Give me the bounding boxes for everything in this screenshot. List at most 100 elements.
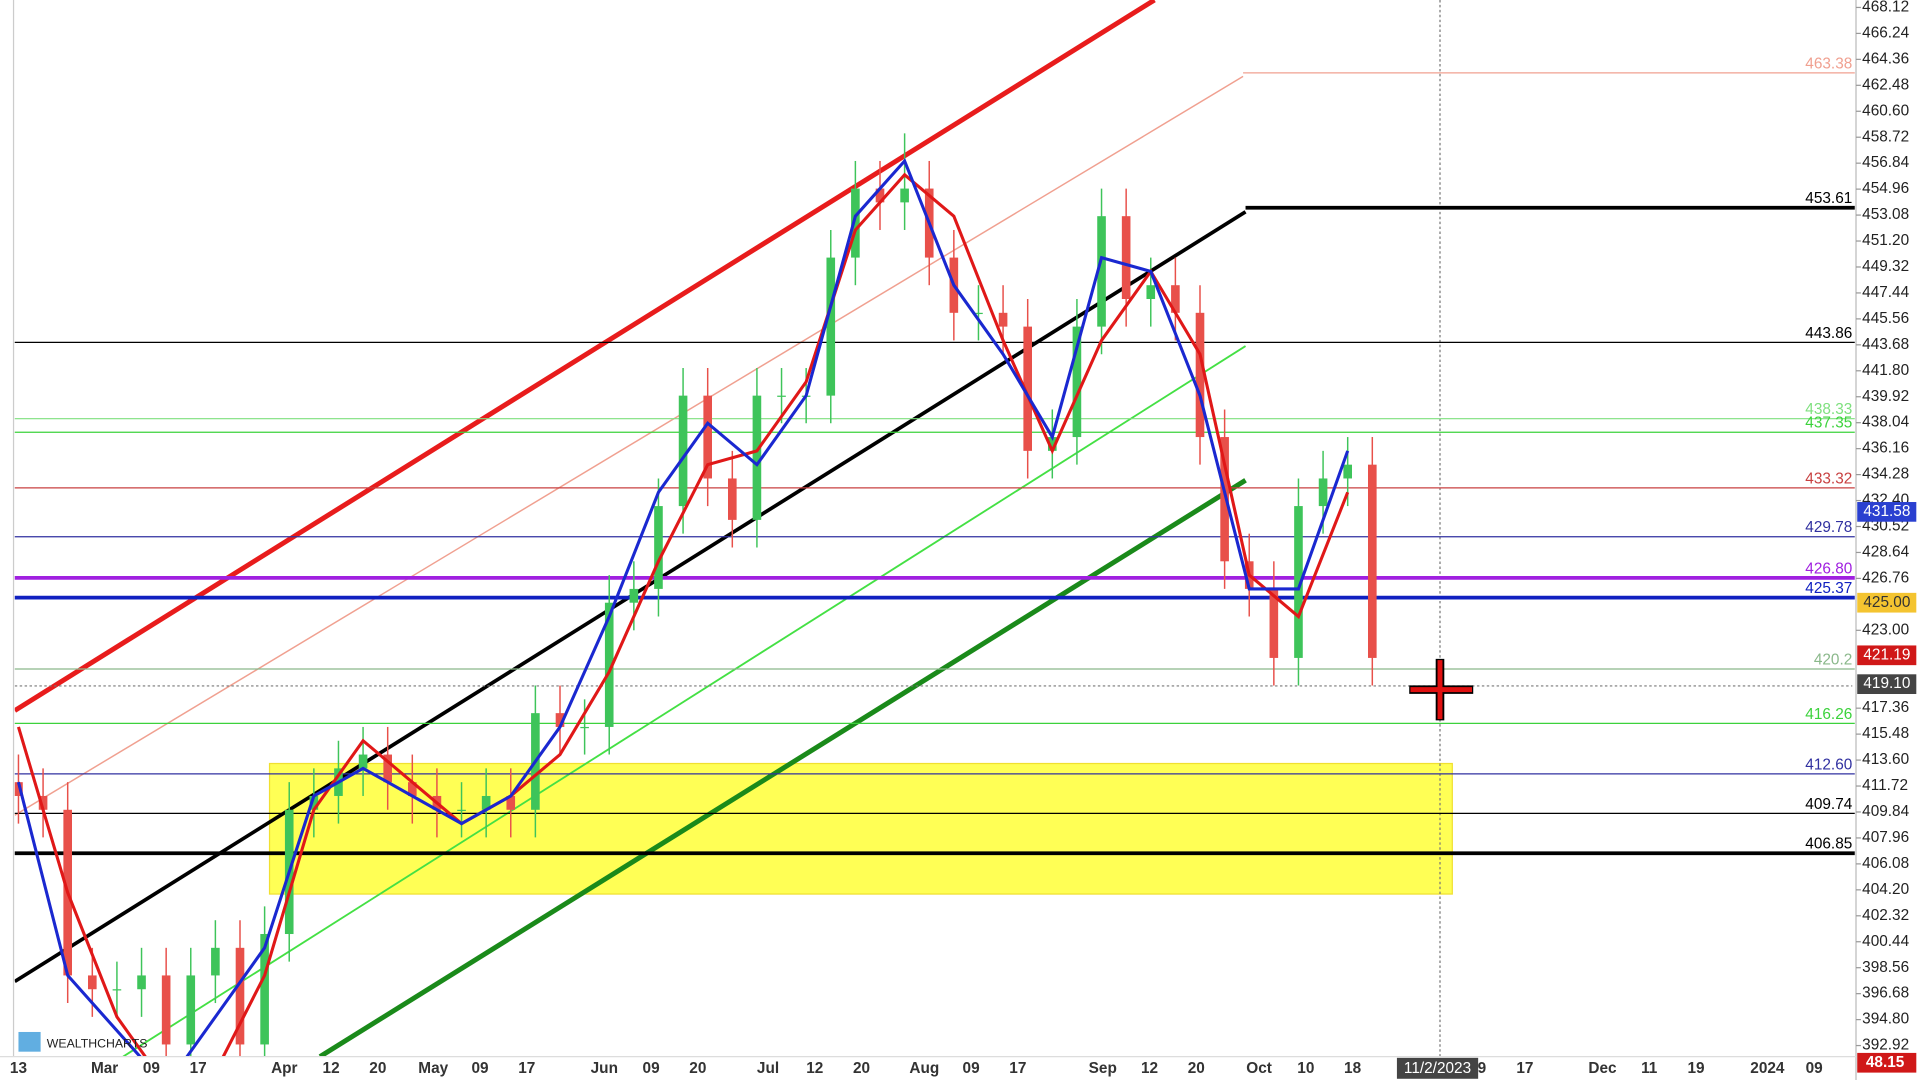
y-tick-label: 447.44 [1862, 284, 1909, 301]
trendline [122, 345, 1247, 1057]
y-tick-label: 458.72 [1862, 128, 1909, 145]
y-tick-label: 466.24 [1862, 24, 1909, 41]
level-label: 425.37 [1805, 580, 1852, 597]
y-tick-label: 443.68 [1862, 336, 1909, 353]
x-tick-label: Sep [1089, 1060, 1117, 1077]
level-label: 433.32 [1805, 470, 1852, 487]
candle-body [1048, 437, 1057, 451]
candle-body [654, 506, 663, 589]
candle-body [629, 588, 639, 603]
level-label: 416.26 [1805, 706, 1852, 723]
y-tick-label: 406.08 [1862, 855, 1909, 872]
x-tick-label: 09 [1806, 1060, 1823, 1077]
x-tick-label: 09 [143, 1060, 160, 1077]
x-tick-label: 18 [1344, 1060, 1362, 1077]
y-tick-label: 404.20 [1862, 881, 1909, 898]
y-tick-label: 430.52 [1862, 518, 1909, 535]
x-tick-label: 10 [1297, 1060, 1314, 1077]
candle-body [1269, 588, 1279, 658]
x-tick-label: 2024 [1750, 1060, 1785, 1077]
x-tick-label: Jul [757, 1060, 779, 1077]
level-label: 463.38 [1805, 55, 1852, 72]
level-label: 406.85 [1805, 836, 1852, 853]
price-badge-label: 425.00 [1863, 594, 1910, 611]
x-tick-label: Oct [1246, 1060, 1272, 1077]
candle-body [1343, 464, 1352, 479]
candle-body [900, 188, 909, 203]
level-label: 429.78 [1805, 519, 1852, 536]
candle-body [875, 188, 885, 203]
candle-body [161, 975, 171, 1045]
candle-body [1121, 216, 1131, 300]
candle-body [826, 257, 836, 396]
level-label: 438.33 [1805, 401, 1852, 418]
trendline [14, 75, 1244, 816]
candle-body [211, 947, 220, 976]
x-tick-label: Mar [91, 1060, 118, 1077]
x-tick-label: 20 [853, 1060, 870, 1077]
y-tick-label: 398.56 [1862, 959, 1909, 976]
crosshair-label: 11/2/2023 [1404, 1060, 1471, 1077]
price-badge-label: 421.19 [1863, 646, 1910, 663]
candle-body [1220, 437, 1229, 562]
candle-body [703, 395, 712, 479]
y-tick-label: 460.60 [1862, 102, 1909, 119]
y-tick-label: 392.92 [1862, 1037, 1909, 1054]
level-label: 437.35 [1805, 415, 1852, 432]
x-tick-label: 09 [643, 1060, 660, 1077]
watermark: WEALTHCHARTS [47, 1037, 148, 1051]
y-tick-label: 411.72 [1862, 777, 1908, 794]
candle-body [408, 782, 417, 796]
y-tick-label: 438.04 [1862, 414, 1909, 431]
y-tick-label: 423.00 [1862, 621, 1909, 638]
x-tick-label: 09 [963, 1060, 980, 1077]
moving-average [16, 172, 1350, 1057]
level-label: 426.80 [1805, 560, 1852, 577]
candle-body [88, 975, 97, 990]
y-tick-label: 413.60 [1862, 751, 1909, 768]
candle-body [1097, 216, 1106, 327]
y-tick-label: 396.68 [1862, 985, 1909, 1002]
candle-body [1195, 312, 1205, 438]
y-tick-label: 415.48 [1862, 725, 1909, 742]
volume-badge-label: 48.15 [1866, 1054, 1905, 1071]
x-tick-label: 19 [1687, 1060, 1704, 1077]
y-tick-label: 464.36 [1862, 50, 1909, 67]
series [14, 133, 1377, 1057]
x-tick-label: Jun [591, 1060, 618, 1077]
candle-body [186, 975, 196, 1045]
x-tick-label: Apr [271, 1060, 297, 1077]
candle-body [580, 726, 589, 729]
candle-body [604, 602, 614, 727]
moving-average [16, 158, 1350, 1057]
candle-body [506, 795, 516, 810]
channel-top [14, 0, 1156, 713]
y-tick-label: 426.76 [1862, 569, 1909, 586]
y-tick-label: 454.96 [1862, 180, 1909, 197]
candle-body [851, 188, 860, 258]
y-tick-label: 445.56 [1862, 310, 1909, 327]
x-tick-label: Aug [909, 1060, 939, 1077]
cursor [1409, 658, 1474, 721]
candle-body [555, 713, 565, 727]
candle-body [752, 395, 762, 520]
candle-body [457, 809, 466, 812]
candle-body [1072, 326, 1082, 438]
crosshair-label-box [1396, 1057, 1479, 1079]
y-tick-label: 409.84 [1862, 803, 1909, 820]
x-tick-label: 12 [806, 1060, 823, 1077]
support-zone [268, 762, 1453, 895]
drawings [14, 0, 1853, 1057]
x-tick-label: 17 [1009, 1060, 1026, 1077]
x-tick-label: 09 [471, 1060, 488, 1077]
candle-body [137, 975, 146, 990]
candle-body [1318, 478, 1328, 507]
price-badge [1857, 674, 1917, 695]
price-badge [1857, 645, 1917, 666]
candle-body [235, 947, 245, 1045]
candle-body [383, 754, 392, 783]
